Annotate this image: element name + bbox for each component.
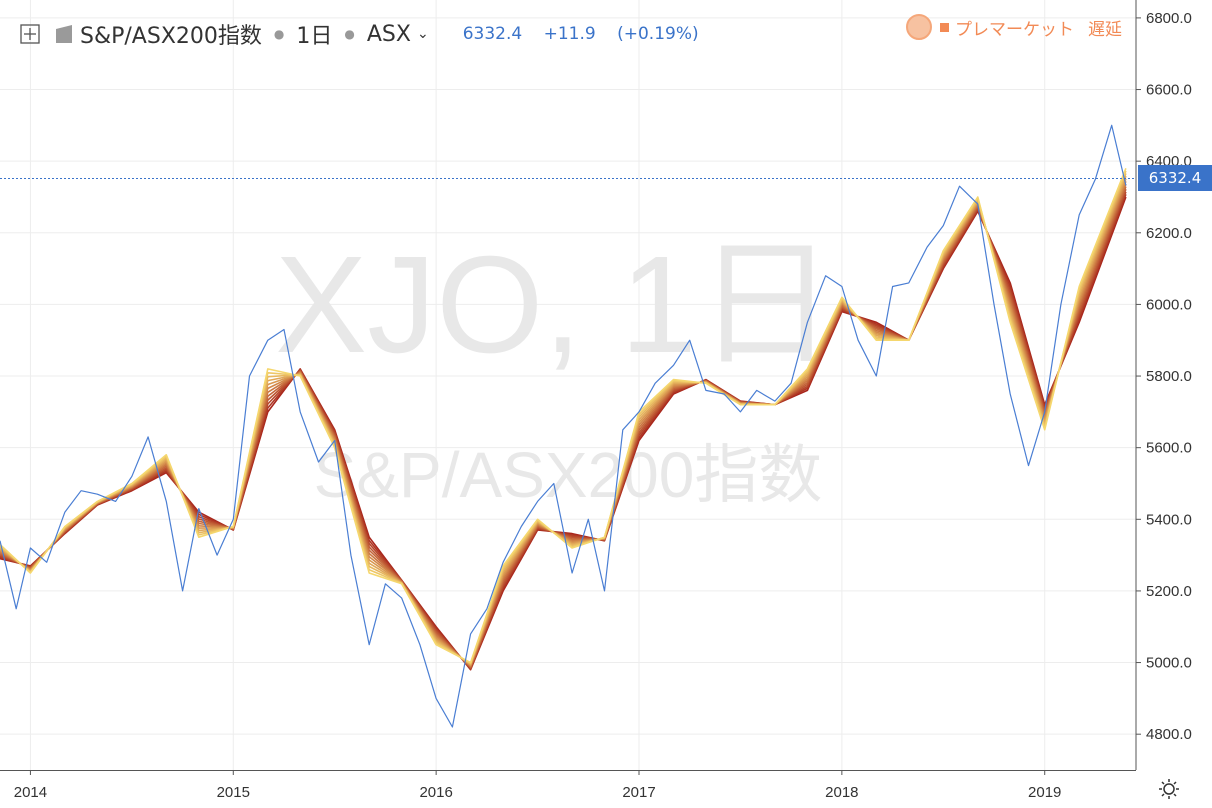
exchange-label[interactable]: ASX xyxy=(366,21,411,47)
watermark-name: S&P/ASX200指数 xyxy=(314,439,823,511)
premarket-square-icon xyxy=(940,22,949,32)
watermark: XJO, 1日 S&P/ASX200指数 xyxy=(275,228,835,511)
price-line xyxy=(0,124,1127,728)
settings-icon[interactable] xyxy=(1158,778,1180,800)
x-tick-label: 2016 xyxy=(419,784,452,801)
legend-separator: ● xyxy=(344,27,355,41)
chevron-down-icon[interactable]: ⌄ xyxy=(416,26,429,42)
y-tick-label: 5800.0 xyxy=(1146,368,1192,385)
legend-separator: ● xyxy=(273,27,285,41)
y-tick-label: 5200.0 xyxy=(1146,583,1192,600)
logo-icon xyxy=(56,25,72,43)
delay-label: 遅延 xyxy=(1088,19,1122,40)
price-series xyxy=(0,124,1127,728)
symbol-legend: S&P/ASX200指数 ● 1日 ● ASX ⌄ 6332.4 +11.9 (… xyxy=(20,18,715,50)
price-axis: 4800.0 5000.0 5200.0 5400.0 5600.0 5800.0 6000… xyxy=(1136,10,1192,743)
last-value: 6332.4 xyxy=(462,24,523,44)
y-tick-label: 4800.0 xyxy=(1146,726,1192,743)
moving-average-ribbon xyxy=(0,168,1127,671)
premarket-indicator[interactable]: プレマーケット 遅延 xyxy=(906,14,1122,40)
x-tick-label: 2018 xyxy=(825,784,858,801)
y-tick-label: 6200.0 xyxy=(1146,225,1192,242)
y-tick-label: 6600.0 xyxy=(1146,82,1192,99)
x-tick-label: 2017 xyxy=(622,784,655,801)
x-tick-label: 2014 xyxy=(14,784,47,801)
y-tick-label: 6000.0 xyxy=(1146,296,1192,313)
time-axis: 2014 2015 2016 2017 2018 2019 xyxy=(14,770,1061,801)
premarket-label: プレマーケット xyxy=(955,19,1074,40)
chart-grid xyxy=(0,0,1136,770)
expand-icon[interactable] xyxy=(20,24,40,44)
y-tick-label: 6800.0 xyxy=(1146,10,1192,27)
y-tick-label: 5400.0 xyxy=(1146,511,1192,528)
y-tick-label: 5600.0 xyxy=(1146,440,1192,457)
x-tick-label: 2019 xyxy=(1028,784,1061,801)
symbol-name[interactable]: S&P/ASX200指数 xyxy=(80,24,262,49)
premarket-circle-icon xyxy=(906,14,932,40)
change-value: +11.9 xyxy=(543,24,596,44)
price-axis-panel xyxy=(1136,0,1212,770)
last-price-tag: 6332.4 xyxy=(1138,165,1212,191)
x-tick-label: 2015 xyxy=(217,784,250,801)
legend-values: 6332.4 +11.9 (+0.19%) xyxy=(463,24,715,44)
y-tick-label: 5000.0 xyxy=(1146,655,1192,672)
ma-line-1 xyxy=(0,168,1127,664)
change-percent: (+0.19%) xyxy=(617,24,699,44)
interval-label[interactable]: 1日 xyxy=(296,24,333,49)
watermark-ticker: XJO, 1日 xyxy=(275,228,835,382)
